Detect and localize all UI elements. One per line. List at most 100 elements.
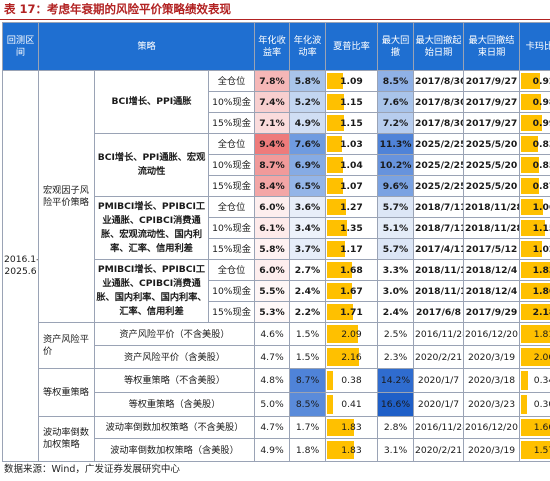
sharpe-bar <box>327 199 346 215</box>
sharpe-value: 1.67 <box>340 285 363 297</box>
strategy-name: PMIBCI增长、PPIBCI工业通胀、CPIBCI消费通胀、宏观流动性、国内利… <box>94 196 209 260</box>
max-dd-cell: 7.6% <box>377 91 414 113</box>
sharpe-bar <box>327 241 345 257</box>
position-cell: 15%现金 <box>208 301 255 323</box>
table-title: 表 17：考虑年衰期的风险平价策略绩效表现 <box>4 2 232 16</box>
dd-start-cell: 2018/7/11 <box>413 217 464 239</box>
sharpe-value: 1.35 <box>340 222 363 234</box>
calmar-value: 0.30 <box>533 399 550 410</box>
calmar-bar <box>521 304 550 320</box>
calmar-bar <box>521 157 539 173</box>
dd-end-cell: 2025/5/20 <box>463 175 520 197</box>
calmar-value: 0.98 <box>532 96 550 108</box>
sharpe-bar <box>327 262 352 278</box>
calmar-bar <box>521 395 527 414</box>
table-row: 等权重策略（含美股） 5.0% 8.5% 0.41 16.6% 2020/1/7 2020/… <box>3 392 550 417</box>
annual-vol-cell: 1.8% <box>289 438 326 462</box>
position-cell: 10%现金 <box>208 91 255 113</box>
calmar-bar <box>521 325 550 343</box>
group-label: 资产风险平价 <box>38 322 95 369</box>
annual-return-cell: 8.4% <box>254 175 290 197</box>
strategy-name: 等权重策略（含美股） <box>94 392 255 417</box>
position-cell: 全仓位 <box>208 196 255 218</box>
sharpe-cell: 1.68 <box>325 259 378 281</box>
annual-vol-cell: 2.7% <box>289 259 326 281</box>
table-row: 15%现金 5.3% 2.2% 1.71 2.4% 2017/6/8 2017/9/29 2.… <box>3 301 550 323</box>
annual-return-cell: 9.4% <box>254 133 290 155</box>
group-label: 波动率倒数加权策略 <box>38 416 95 462</box>
annual-return-cell: 6.1% <box>254 217 290 239</box>
max-dd-cell: 8.5% <box>377 70 414 92</box>
calmar-cell: 0.99 <box>519 112 550 134</box>
sharpe-cell: 2.09 <box>325 322 378 346</box>
sharpe-cell: 1.04 <box>325 154 378 176</box>
sharpe-value: 1.68 <box>340 264 363 276</box>
strategy-name: 等权重策略（不含美股） <box>94 368 255 393</box>
sharpe-cell: 1.03 <box>325 133 378 155</box>
annual-return-cell: 4.8% <box>254 368 290 393</box>
position-cell: 15%现金 <box>208 112 255 134</box>
sharpe-bar <box>327 441 354 459</box>
dd-start-cell: 2017/6/8 <box>413 301 464 323</box>
dd-end-cell: 2018/12/4 <box>463 259 520 281</box>
calmar-bar <box>521 348 550 366</box>
annual-return-cell: 7.8% <box>254 70 290 92</box>
calmar-value: 1.83 <box>532 264 550 276</box>
annual-vol-cell: 3.6% <box>289 196 326 218</box>
calmar-cell: 0.98 <box>519 91 550 113</box>
dd-end-cell: 2017/5/12 <box>463 238 520 260</box>
annual-vol-cell: 5.8% <box>289 70 326 92</box>
calmar-value: 1.66 <box>533 422 550 433</box>
calmar-cell: 1.86 <box>519 280 550 302</box>
sharpe-bar <box>327 371 333 390</box>
sharpe-value: 1.15 <box>340 117 363 129</box>
header-row: 回测区间 策略 年化收益率 年化波动率 夏普比率 最大回撤 最大回撤起始日期 最… <box>2 22 550 71</box>
sharpe-cell: 1.71 <box>325 301 378 323</box>
strategy-name: 资产风险平价（含美股） <box>94 345 255 369</box>
annual-vol-cell: 4.9% <box>289 112 326 134</box>
sharpe-bar <box>327 283 352 299</box>
calmar-value: 1.81 <box>533 328 550 340</box>
position-cell: 10%现金 <box>208 217 255 239</box>
sharpe-cell: 2.16 <box>325 345 378 369</box>
dd-start-cell: 2020/2/21 <box>413 345 464 369</box>
sharpe-cell: 1.27 <box>325 196 378 218</box>
sharpe-value: 1.09 <box>340 75 363 87</box>
annual-return-cell: 5.3% <box>254 301 290 323</box>
dd-start-cell: 2017/8/30 <box>413 91 464 113</box>
sharpe-cell: 1.07 <box>325 175 378 197</box>
data-source: 数据来源：Wind，广发证券发展研究中心 <box>4 464 180 475</box>
header-max-dd: 最大回撤 <box>377 22 414 71</box>
sharpe-value: 1.04 <box>340 159 363 171</box>
annual-return-cell: 4.7% <box>254 345 290 369</box>
table-row: 2016.1-2025.6 宏观因子风险平价策略 BCI增长、PPI通胀 全仓位 7.8… <box>2 70 550 462</box>
sharpe-value: 1.83 <box>341 444 362 456</box>
dd-start-cell: 2017/8/30 <box>413 70 464 92</box>
calmar-cell: 1.57 <box>519 438 550 462</box>
strategy-name: 资产风险平价（不含美股） <box>94 322 255 346</box>
sharpe-cell: 1.15 <box>325 91 378 113</box>
position-cell: 15%现金 <box>208 238 255 260</box>
sharpe-cell: 1.09 <box>325 70 378 92</box>
sharpe-bar <box>327 136 342 152</box>
calmar-value: 1.15 <box>532 222 550 234</box>
calmar-bar <box>521 283 550 299</box>
max-dd-cell: 11.3% <box>377 133 414 155</box>
position-cell: 15%现金 <box>208 175 255 197</box>
header-period: 回测区间 <box>2 22 39 71</box>
calmar-bar <box>521 115 542 131</box>
header-dd-start: 最大回撤起始日期 <box>413 22 464 71</box>
table-row: 10%现金 7.4% 5.2% 1.15 7.6% 2017/8/30 2017/9/27 0… <box>3 91 550 113</box>
max-dd-cell: 2.8% <box>377 416 414 439</box>
annual-vol-cell: 5.2% <box>289 91 326 113</box>
annual-return-cell: 5.0% <box>254 392 290 417</box>
sharpe-bar <box>327 73 343 89</box>
max-dd-cell: 5.7% <box>377 196 414 218</box>
sharpe-bar <box>327 220 347 236</box>
sharpe-bar <box>327 94 344 110</box>
dd-end-cell: 2020/3/19 <box>463 438 520 462</box>
max-dd-cell: 16.6% <box>377 392 414 417</box>
dd-start-cell: 2025/2/25 <box>413 133 464 155</box>
calmar-bar <box>521 178 539 194</box>
header-annual-return: 年化收益率 <box>254 22 290 71</box>
